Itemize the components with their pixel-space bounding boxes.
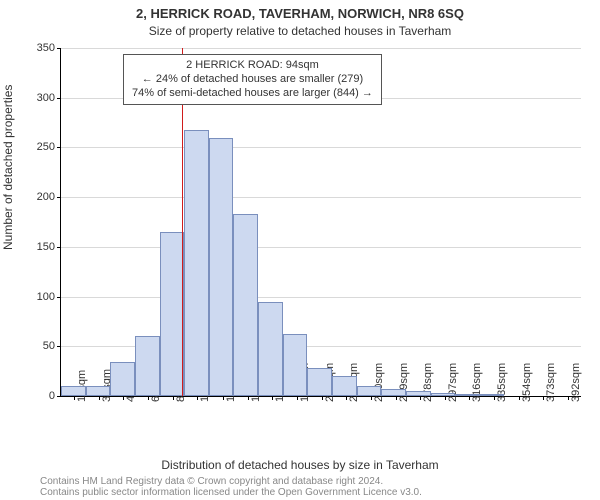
histogram-bar <box>480 394 505 396</box>
x-tick <box>223 396 224 400</box>
histogram-bar <box>455 394 480 396</box>
footnote: Contains HM Land Registry data © Crown c… <box>40 476 590 498</box>
x-tick <box>297 396 298 400</box>
annotation-line: ← 24% of detached houses are smaller (27… <box>132 73 373 87</box>
x-tick <box>148 396 149 400</box>
histogram-bar <box>283 334 308 396</box>
gridline <box>61 147 581 148</box>
gridline <box>61 48 581 49</box>
x-tick <box>248 396 249 400</box>
histogram-bar <box>258 302 283 396</box>
y-tick-label: 350 <box>37 42 61 54</box>
x-tick-label: 278sqm <box>422 363 434 402</box>
chart-container: 2, HERRICK ROAD, TAVERHAM, NORWICH, NR8 … <box>0 0 600 500</box>
histogram-bar <box>160 232 185 396</box>
x-tick <box>371 396 372 400</box>
histogram-bar <box>332 376 357 396</box>
histogram-bar <box>209 138 234 397</box>
histogram-bar <box>307 368 332 396</box>
y-tick-label: 200 <box>37 191 61 203</box>
x-tick-label: 373sqm <box>545 363 557 402</box>
histogram-bar <box>61 386 86 396</box>
histogram-bar <box>135 336 160 396</box>
histogram-bar <box>110 362 135 396</box>
x-tick <box>99 396 100 400</box>
histogram-bar <box>233 214 258 396</box>
x-tick-label: 354sqm <box>521 363 533 402</box>
x-tick-label: 240sqm <box>373 363 385 402</box>
gridline <box>61 297 581 298</box>
histogram-bar <box>406 391 431 396</box>
x-tick <box>396 396 397 400</box>
histogram-bar <box>357 386 382 396</box>
x-tick-label: 316sqm <box>471 363 483 402</box>
x-tick <box>568 396 569 400</box>
y-tick-label: 0 <box>49 390 61 402</box>
footnote-line-2: Contains public sector information licen… <box>40 487 590 498</box>
x-axis-label: Distribution of detached houses by size … <box>0 458 600 472</box>
x-tick <box>494 396 495 400</box>
y-axis-label: Number of detached properties <box>1 85 15 250</box>
chart-title: 2, HERRICK ROAD, TAVERHAM, NORWICH, NR8 … <box>0 6 600 21</box>
histogram-bar <box>381 389 406 396</box>
x-tick <box>322 396 323 400</box>
annotation-line: 2 HERRICK ROAD: 94sqm <box>132 59 373 73</box>
x-tick <box>173 396 174 400</box>
x-tick <box>445 396 446 400</box>
y-tick-label: 150 <box>37 241 61 253</box>
annotation-box: 2 HERRICK ROAD: 94sqm← 24% of detached h… <box>123 54 382 105</box>
footnote-line-1: Contains HM Land Registry data © Crown c… <box>40 476 590 487</box>
chart-subtitle: Size of property relative to detached ho… <box>0 24 600 38</box>
histogram-bar <box>86 386 111 396</box>
histogram-bar <box>184 130 209 396</box>
annotation-line: 74% of semi-detached houses are larger (… <box>132 87 373 101</box>
x-tick-label: 335sqm <box>496 363 508 402</box>
x-tick-label: 259sqm <box>398 363 410 402</box>
plot-area: 05010015020025030035011sqm30sqm49sqm68sq… <box>60 48 581 397</box>
x-tick <box>197 396 198 400</box>
x-tick-label: 392sqm <box>570 363 582 402</box>
gridline <box>61 197 581 198</box>
histogram-bar <box>431 393 456 396</box>
gridline <box>61 247 581 248</box>
x-tick <box>74 396 75 400</box>
y-tick-label: 250 <box>37 141 61 153</box>
y-tick-label: 300 <box>37 92 61 104</box>
y-tick-label: 50 <box>43 340 61 352</box>
x-tick-label: 297sqm <box>447 363 459 402</box>
y-tick-label: 100 <box>37 291 61 303</box>
x-tick <box>519 396 520 400</box>
